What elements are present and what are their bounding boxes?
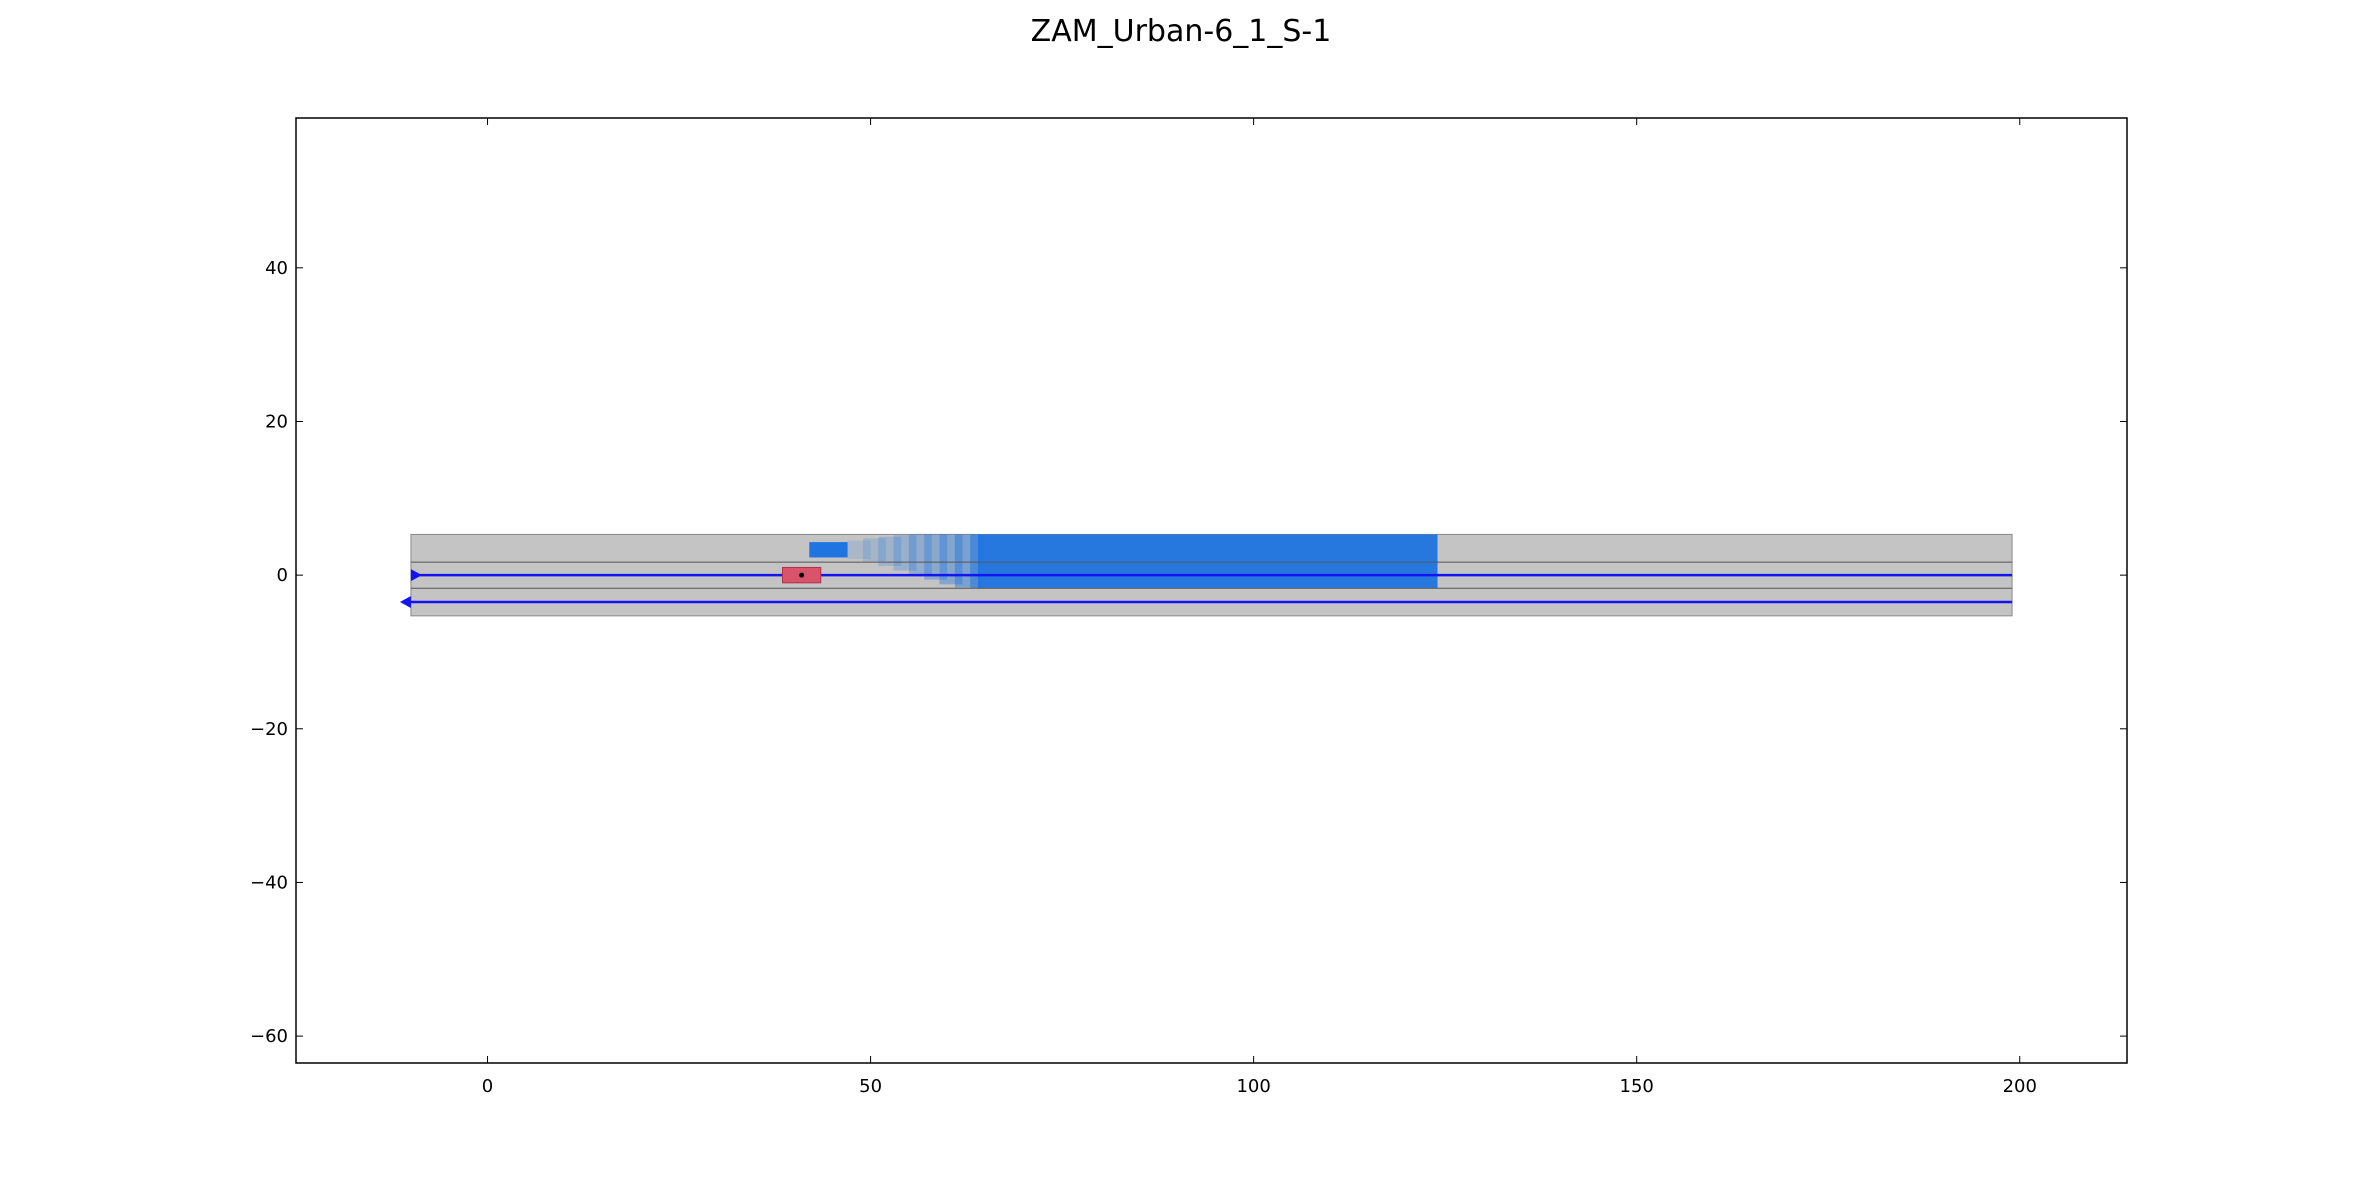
lane-direction-arrow-1	[399, 596, 411, 609]
y-tick-label-2: 0	[277, 565, 288, 586]
lane-layer	[399, 561, 2013, 609]
chart-title: ZAM_Urban-6_1_S-1	[1030, 14, 1332, 49]
lane-direction-arrow-0	[410, 569, 422, 582]
y-tick-label-1: 20	[265, 411, 288, 432]
y-tick-label-3: −20	[250, 719, 288, 740]
occupancy-trail-8	[970, 534, 982, 589]
obstacle-vehicle	[809, 542, 848, 558]
occupancy-trail-1	[862, 538, 886, 562]
occupancy-trail-2	[878, 536, 902, 566]
x-tick-label-1: 50	[859, 1076, 882, 1097]
y-tick-label-0: 40	[265, 258, 288, 279]
x-tick-label-0: 0	[482, 1076, 493, 1097]
x-tick-label-4: 200	[2003, 1076, 2037, 1097]
occupancy-trail-0	[847, 540, 871, 559]
ego-vehicle-center	[799, 572, 805, 578]
occupancy-trail-5	[924, 534, 948, 580]
x-tick-label-2: 100	[1236, 1076, 1270, 1097]
occupancy-main	[977, 534, 1438, 589]
occupancy-trail-4	[908, 534, 932, 576]
vehicle-layer	[781, 542, 848, 584]
axes-frame	[295, 117, 2128, 1064]
occupancy-trail-6	[939, 534, 963, 585]
y-tick-label-5: −60	[250, 1026, 288, 1047]
x-tick-label-3: 150	[1620, 1076, 1654, 1097]
y-tick-label-4: −40	[250, 872, 288, 893]
